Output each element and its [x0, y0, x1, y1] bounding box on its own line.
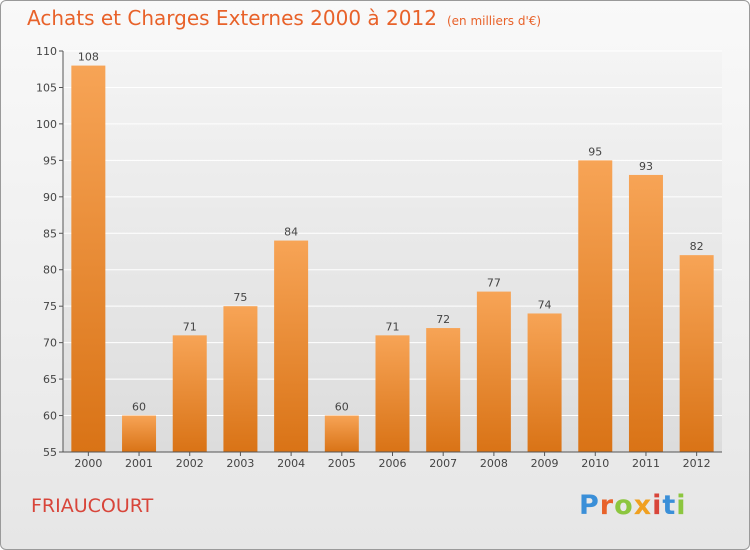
bar-2000 — [71, 65, 106, 452]
x-tick-label-2008: 2008 — [480, 457, 508, 470]
data-labels: 108 60 71 75 84 60 71 72 77 74 95 93 82 — [78, 51, 704, 414]
data-label-2004: 84 — [284, 226, 298, 239]
data-label-2002: 71 — [183, 320, 197, 333]
data-label-2001: 60 — [132, 401, 146, 414]
x-tick-label-2010: 2010 — [581, 457, 609, 470]
y-tick-label: 90 — [43, 191, 57, 204]
data-label-2008: 77 — [487, 277, 501, 290]
y-tick-label: 55 — [43, 446, 57, 459]
x-tick-label-2011: 2011 — [632, 457, 660, 470]
data-label-2007: 72 — [436, 313, 450, 326]
chart-subtitle: (en milliers d'€) — [446, 14, 542, 28]
x-tick-label-2000: 2000 — [74, 457, 102, 470]
commune-name: FRIAUCOURT — [31, 495, 154, 517]
y-tick-label: 80 — [43, 264, 57, 277]
bar-2008 — [476, 291, 511, 452]
data-label-2006: 71 — [386, 320, 400, 333]
y-tick-label: 65 — [43, 373, 57, 386]
bar-2003 — [223, 306, 258, 452]
x-tick-label-2006: 2006 — [379, 457, 407, 470]
x-tick-label-2009: 2009 — [531, 457, 559, 470]
x-tick-label-2003: 2003 — [226, 457, 254, 470]
x-tick-label-2007: 2007 — [429, 457, 457, 470]
x-tick-label-2001: 2001 — [125, 457, 153, 470]
bar-2001 — [122, 415, 157, 452]
data-label-2011: 93 — [639, 160, 653, 173]
bar-2010 — [578, 160, 613, 452]
data-label-2005: 60 — [335, 401, 349, 414]
data-label-2009: 74 — [538, 298, 552, 311]
x-tick-label-2005: 2005 — [328, 457, 356, 470]
bar-2011 — [628, 174, 663, 453]
bar-2006 — [375, 335, 410, 452]
y-tick-label: 110 — [36, 45, 57, 58]
data-label-2012: 82 — [690, 240, 704, 253]
bar-2007 — [426, 328, 461, 452]
x-tick-label-2004: 2004 — [277, 457, 305, 470]
y-tick-label: 100 — [36, 118, 57, 131]
data-label-2010: 95 — [588, 145, 602, 158]
y-tick-label: 85 — [43, 227, 57, 240]
bar-2012 — [679, 255, 714, 452]
chart-title: Achats et Charges Externes 2000 à 2012 (e… — [27, 6, 541, 30]
axes: 55 60 65 70 75 80 85 90 95 100 105 110 2000 2001 2002 2… — [36, 45, 722, 470]
y-tick-label: 95 — [43, 154, 57, 167]
x-tick-label-2012: 2012 — [683, 457, 711, 470]
bar-2005 — [324, 415, 359, 452]
bars — [71, 65, 714, 453]
y-tick-label: 105 — [36, 81, 57, 94]
bar-2009 — [527, 313, 562, 452]
data-label-2003: 75 — [233, 291, 247, 304]
bar-2002 — [172, 335, 207, 452]
chart-title-text: Achats et Charges Externes 2000 à 2012 — [27, 6, 437, 30]
proxiti-logo[interactable]: Proxiti — [579, 490, 687, 521]
y-tick-label: 60 — [43, 410, 57, 423]
data-label-2000: 108 — [78, 51, 99, 64]
y-tick-label: 70 — [43, 337, 57, 350]
bar-2004 — [274, 240, 309, 452]
y-tick-label: 75 — [43, 300, 57, 313]
x-tick-label-2002: 2002 — [176, 457, 204, 470]
